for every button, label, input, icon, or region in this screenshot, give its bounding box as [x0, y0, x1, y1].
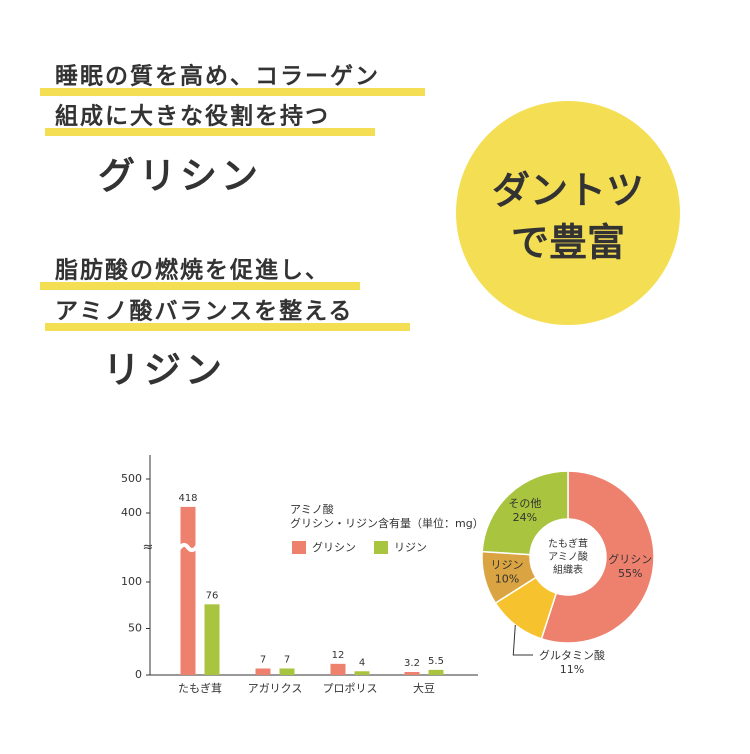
value-label: 12 — [332, 650, 345, 661]
amino-name: リジン — [103, 349, 226, 392]
slice-value: 11% — [560, 663, 584, 676]
slice-value: 10% — [495, 573, 519, 586]
slice-value: 55% — [618, 567, 642, 580]
x-tick-label: プロポリス — [323, 682, 378, 695]
value-label: 76 — [206, 590, 219, 601]
highlight — [40, 88, 425, 96]
y-tick-label: 50 — [128, 622, 142, 635]
legend-swatch — [374, 541, 388, 554]
slice — [540, 470, 655, 644]
y-tick-label: 0 — [135, 668, 142, 681]
x-tick-label: 大豆 — [413, 681, 435, 695]
value-label: 418 — [178, 493, 197, 504]
legend-swatch — [292, 541, 306, 554]
x-tick-label: たもぎ茸 — [178, 681, 222, 695]
center-label: アミノ酸 — [548, 550, 588, 563]
bar — [428, 669, 444, 675]
heading: 組成に大きな役割を持つ — [55, 103, 330, 130]
bar — [404, 672, 420, 675]
legend-label: グリシン — [312, 540, 356, 554]
highlight — [45, 323, 410, 331]
legend-title: グリシン・リジン含有量（単位：mg） — [290, 516, 484, 530]
y-tick-label: 100 — [121, 575, 142, 588]
axis-break: ≈ — [143, 540, 154, 555]
leader-line — [512, 624, 533, 656]
heading: 脂肪酸の燃焼を促進し、 — [55, 257, 330, 284]
slice — [481, 470, 569, 556]
slice-value: 24% — [513, 511, 537, 524]
slice-label: リジン — [490, 559, 523, 572]
amino-name: グリシン — [98, 155, 262, 198]
legend-title: アミノ酸 — [290, 502, 334, 516]
value-label: 3.2 — [404, 658, 420, 669]
slice-label: グリシン — [608, 552, 652, 566]
bar — [204, 604, 220, 675]
heading: 睡眠の質を高め、コラーゲン — [55, 63, 380, 90]
bar — [255, 668, 271, 675]
x-tick-label: アガリクス — [248, 682, 303, 695]
highlight — [45, 128, 375, 136]
value-label: 7 — [260, 654, 266, 665]
value-label: 5.5 — [428, 656, 444, 667]
value-label: 4 — [359, 657, 365, 668]
bar — [330, 663, 346, 675]
y-tick-label: 500 — [121, 472, 142, 485]
slice-label: その他 — [508, 497, 541, 510]
bar — [180, 506, 196, 675]
highlight — [40, 282, 360, 290]
heading: アミノ酸バランスを整える — [55, 298, 353, 325]
badge-text: ダントツ — [492, 169, 644, 213]
break-cut — [176, 542, 200, 553]
bar — [354, 671, 370, 675]
legend-label: リジン — [394, 541, 427, 554]
value-label: 7 — [284, 654, 290, 665]
y-tick-label: 400 — [121, 506, 142, 519]
center-label: 組織表 — [553, 563, 583, 576]
bar — [279, 668, 295, 675]
badge — [456, 101, 680, 325]
center-label: たもぎ茸 — [548, 537, 588, 550]
slice-label: グルタミン酸 — [539, 648, 605, 662]
badge-text: で豊富 — [511, 221, 625, 265]
